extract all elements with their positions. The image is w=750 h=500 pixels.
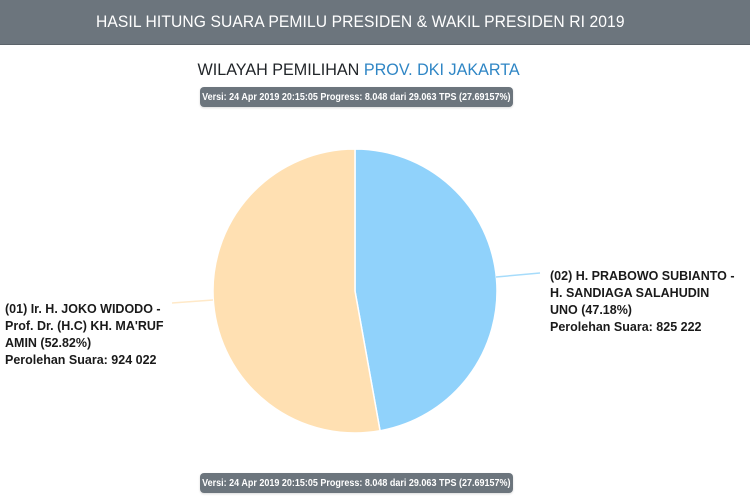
label-line: Perolehan Suara: 825 222 — [550, 320, 702, 334]
version-badge-text: Versi: 24 Apr 2019 20:15:05 Progress: 8.… — [202, 477, 511, 489]
slice-label-01: (01) Ir. H. JOKO WIDODO - Prof. Dr. (H.C… — [5, 301, 164, 369]
region-name: PROV. DKI JAKARTA — [364, 60, 521, 79]
label-line: H. SANDIAGA SALAHUDIN — [550, 286, 710, 300]
page-title: HASIL HITUNG SUARA PEMILU PRESIDEN & WAK… — [95, 12, 625, 31]
pie-slice-02[interactable] — [354, 148, 498, 432]
label-line: Prof. Dr. (H.C) KH. MA'RUF — [5, 319, 164, 333]
version-badge-text: Versi: 24 Apr 2019 20:15:05 Progress: 8.… — [202, 91, 511, 103]
region-title: WILAYAH PEMILIHAN PROV. DKI JAKARTA — [0, 60, 750, 80]
label-line: Perolehan Suara: 924 022 — [5, 353, 157, 367]
label-line: (02) H. PRABOWO SUBIANTO - — [550, 269, 735, 283]
pie-slice-01[interactable] — [212, 148, 381, 434]
label-line: AMIN (52.82%) — [5, 336, 92, 350]
leader-line-02 — [495, 272, 541, 278]
leader-line-01 — [171, 299, 214, 304]
label-line: UNO (47.18%) — [550, 303, 632, 317]
label-line: (01) Ir. H. JOKO WIDODO - — [5, 302, 161, 316]
version-badge-bottom: Versi: 24 Apr 2019 20:15:05 Progress: 8.… — [200, 473, 513, 493]
region-prefix: WILAYAH PEMILIHAN — [197, 60, 360, 79]
page-header: HASIL HITUNG SUARA PEMILU PRESIDEN & WAK… — [0, 0, 750, 45]
version-badge-top: Versi: 24 Apr 2019 20:15:05 Progress: 8.… — [200, 87, 513, 107]
slice-label-02: (02) H. PRABOWO SUBIANTO - H. SANDIAGA S… — [550, 268, 735, 336]
